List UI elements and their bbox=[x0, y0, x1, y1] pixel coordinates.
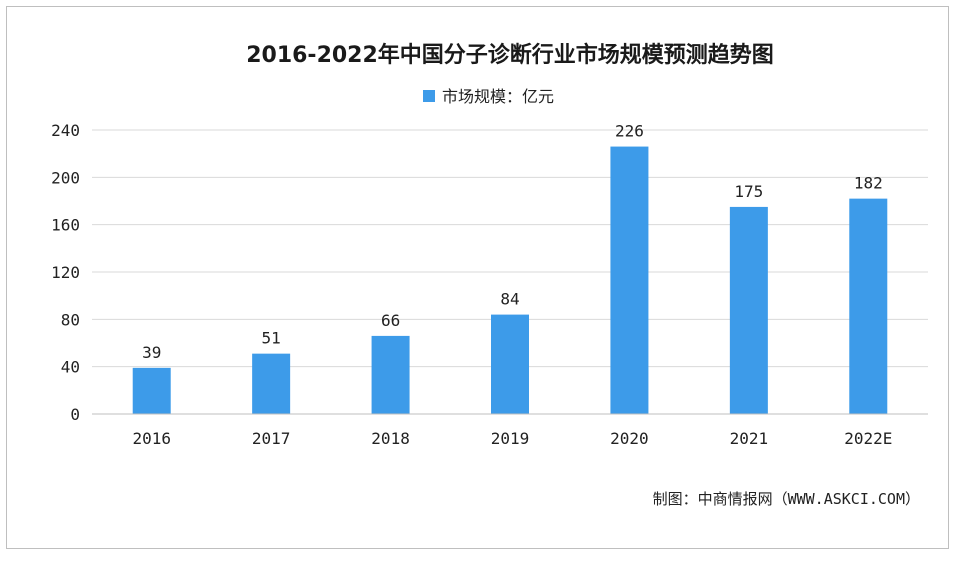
y-tick-label: 0 bbox=[70, 405, 80, 424]
legend-label: 市场规模：亿元 bbox=[442, 87, 554, 106]
bar-2017 bbox=[252, 353, 291, 414]
x-tick-label: 2020 bbox=[610, 429, 649, 448]
x-tick-label: 2017 bbox=[252, 429, 291, 448]
data-label-2022E: 182 bbox=[854, 174, 883, 193]
y-tick-label: 80 bbox=[61, 310, 80, 329]
bar-2019 bbox=[491, 314, 529, 414]
x-tick-label: 2019 bbox=[491, 429, 530, 448]
bars bbox=[132, 146, 888, 415]
bar-2016 bbox=[132, 367, 171, 414]
chart-frame bbox=[6, 6, 949, 549]
x-tick-label: 2021 bbox=[730, 429, 769, 448]
data-labels: 39 51 66 84 226 175 182 bbox=[142, 122, 883, 362]
data-label-2018: 66 bbox=[381, 311, 400, 330]
legend-swatch bbox=[423, 90, 435, 102]
y-tick-label: 200 bbox=[51, 168, 80, 187]
x-tick-label: 2016 bbox=[132, 429, 171, 448]
y-tick-label: 240 bbox=[51, 121, 80, 140]
y-tick-label: 120 bbox=[51, 263, 80, 282]
bar-2021 bbox=[729, 206, 768, 414]
x-tick-label: 2022E bbox=[844, 429, 892, 448]
source-note: 制图：中商情报网（WWW.ASKCI.COM） bbox=[653, 490, 920, 508]
y-axis-ticks: 0 40 80 120 160 200 240 bbox=[51, 121, 80, 424]
data-label-2016: 39 bbox=[142, 343, 161, 362]
data-label-2019: 84 bbox=[500, 290, 519, 309]
data-label-2021: 175 bbox=[734, 182, 763, 201]
x-tick-label: 2018 bbox=[371, 429, 410, 448]
y-tick-label: 40 bbox=[61, 358, 80, 377]
y-tick-label: 160 bbox=[51, 216, 80, 235]
bar-2018 bbox=[371, 335, 410, 414]
chart-title: 2016-2022年中国分子诊断行业市场规模预测趋势图 bbox=[246, 42, 774, 68]
bar-2020 bbox=[610, 146, 649, 415]
gridlines bbox=[92, 129, 928, 368]
legend: 市场规模：亿元 bbox=[423, 87, 554, 106]
x-axis-ticks: 2016 2017 2018 2019 2020 2021 2022E bbox=[132, 429, 892, 448]
data-label-2020: 226 bbox=[615, 122, 644, 141]
data-label-2017: 51 bbox=[262, 329, 281, 348]
bar-2022E bbox=[849, 198, 888, 414]
